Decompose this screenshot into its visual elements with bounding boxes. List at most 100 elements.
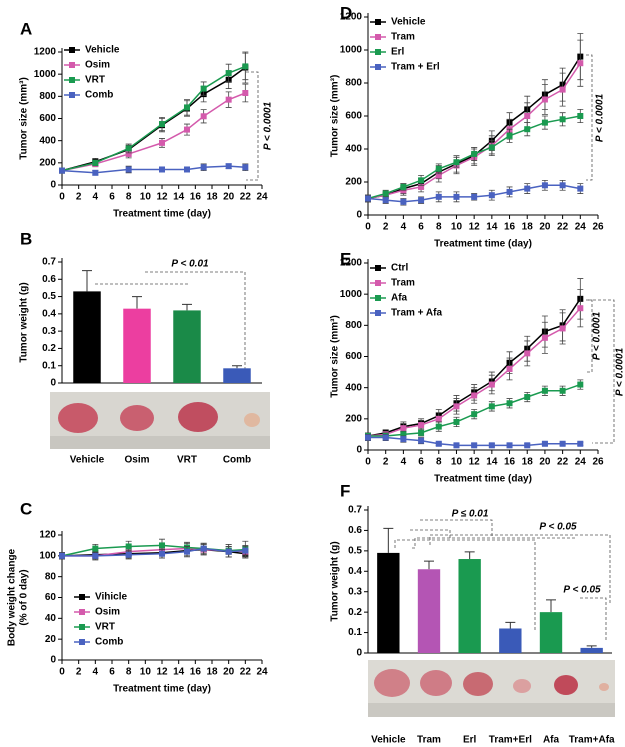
legend-label: Tram [391,278,415,289]
y-tick-label: 0 [50,655,56,666]
y-tick-label: 0.2 [348,607,362,618]
marker [92,545,99,552]
marker [242,63,249,70]
marker [365,434,371,441]
category-label: Tram [417,735,441,746]
y-tick-label: 600 [39,113,56,124]
annotation: P < 0.0001 [263,101,274,150]
y-tick-label: 0.7 [42,257,56,268]
legend-label: Comb [85,90,113,101]
marker [159,139,165,146]
legend-label: Comb [95,637,123,648]
marker [541,182,548,189]
series-line [61,544,246,557]
x-tick-label: 4 [93,192,99,203]
y-tick-label: 0.3 [42,326,56,337]
x-tick-label: 2 [76,667,82,678]
x-tick-label: 24 [575,457,587,468]
marker [125,166,132,173]
marker [453,418,460,425]
marker [488,403,495,410]
legend-marker [375,19,381,25]
marker [577,60,584,67]
x-tick-label: 18 [522,457,534,468]
marker [435,423,442,430]
marker [225,70,232,77]
error-bar [586,645,597,648]
legend-label: VRT [85,75,105,86]
y-tick-label: 1200 [340,12,363,23]
legend-marker [79,624,85,630]
annotation: P < 0.05 [563,585,601,596]
legend-marker [69,47,75,53]
x-tick-label: 16 [504,457,516,468]
y-tick-label: 40 [45,613,57,624]
legend-marker [79,609,85,615]
marker [524,442,531,449]
error-bar [82,270,92,292]
photo-b [50,392,270,449]
x-tick-label: 14 [173,192,185,203]
error-bar [182,303,192,311]
series-line [61,65,246,172]
marker [559,387,566,394]
legend-marker [375,310,381,316]
marker [382,190,389,197]
x-axis-label: Treatment time (day) [113,209,211,220]
x-tick-label: 0 [365,457,371,468]
bar [417,569,441,653]
annotation: P < 0.0001 [615,347,625,396]
annotation: P < 0.01 [171,259,209,270]
marker [541,96,548,103]
x-axis-label: Treatment time (day) [434,239,532,250]
y-tick-label: 800 [39,91,56,102]
marker [559,182,566,189]
marker [435,440,442,447]
bar [580,647,603,653]
y-axis-label: Tumor weight (g) [330,541,341,621]
marker [524,350,531,357]
x-tick-label: 0 [59,667,65,678]
y-tick-label: 0.5 [42,291,56,302]
category-label: Tram+Erl [489,735,532,746]
marker [125,145,132,152]
bar [458,559,481,653]
marker [506,442,513,449]
marker [382,434,389,441]
error-bar [132,296,142,309]
x-tick-label: 6 [418,457,424,468]
y-tick-label: 0.1 [348,627,362,638]
marker [524,185,531,192]
category-label: Erl [463,735,477,746]
x-tick-label: 20 [539,457,551,468]
y-tick-label: 0 [356,210,362,221]
x-tick-label: 16 [504,222,516,233]
series-line [62,547,246,557]
bar [377,552,400,653]
marker [400,431,407,438]
error-bar [383,527,394,553]
x-tick-label: 22 [557,457,569,468]
marker [435,415,442,422]
x-tick-label: 24 [575,222,587,233]
y-tick-label: 1200 [34,47,57,58]
marker [506,365,513,372]
marker [488,381,495,388]
x-tick-label: 18 [522,222,534,233]
x-tick-label: 16 [190,192,202,203]
marker [365,195,371,202]
panel-label: D [340,3,352,22]
series-line [367,56,581,200]
legend-label: Vehicle [85,45,120,56]
bar [539,612,563,653]
marker [200,164,207,171]
x-tick-label: 12 [156,667,168,678]
marker [453,159,460,166]
legend-marker [79,594,85,600]
marker [225,163,232,170]
legend-label: Erl [391,47,405,58]
y-tick-label: 0.6 [348,525,362,536]
x-tick-label: 6 [109,667,115,678]
marker [559,325,566,332]
series-line [61,92,246,172]
